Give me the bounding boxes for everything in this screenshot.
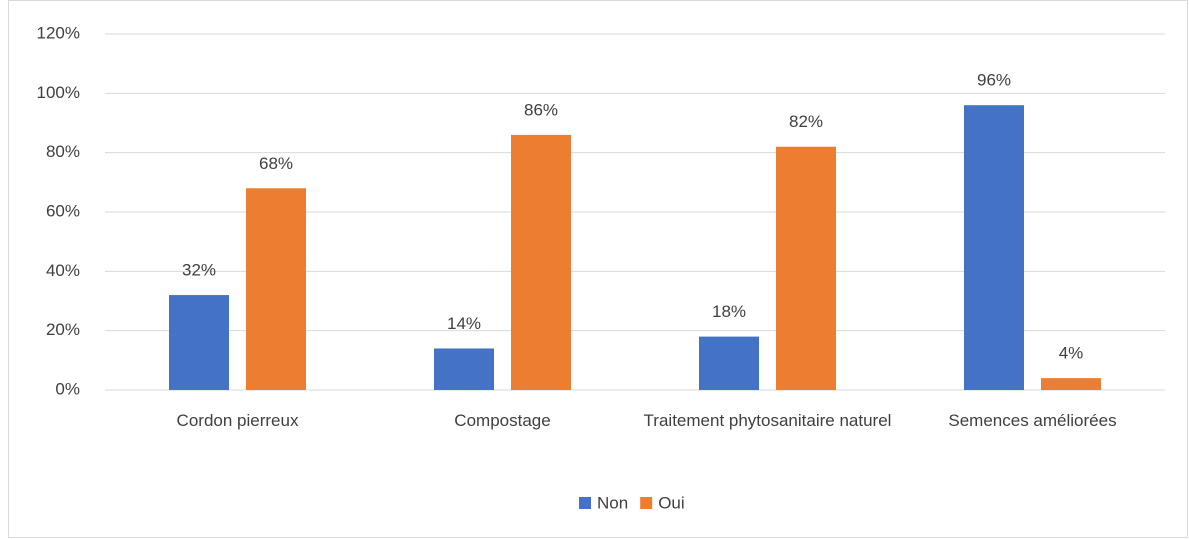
value-label: 4% [1059, 344, 1084, 363]
value-label: 32% [182, 261, 216, 280]
legend-label: Non [597, 493, 628, 512]
y-tick-label: 60% [46, 201, 80, 220]
value-label: 14% [447, 314, 481, 333]
legend-swatch [640, 497, 653, 509]
bar [1041, 378, 1101, 390]
bar [964, 105, 1024, 390]
y-tick-label: 100% [37, 83, 80, 102]
y-tick-label: 80% [46, 142, 80, 161]
x-tick-label: Compostage [454, 411, 551, 430]
legend-label: Oui [658, 493, 684, 512]
value-label: 68% [259, 154, 293, 173]
x-tick-label: Cordon pierreux [176, 411, 299, 430]
x-tick-label: Semences améliorées [948, 411, 1117, 430]
legend-swatch [579, 497, 591, 509]
value-label: 86% [524, 100, 558, 119]
bar [511, 134, 571, 390]
value-label: 18% [712, 302, 746, 321]
bar [169, 295, 229, 390]
bar [434, 348, 494, 390]
x-tick-label: Traitement phytosanitaire naturel [643, 411, 892, 430]
value-label: 96% [977, 71, 1011, 90]
y-tick-label: 0% [55, 379, 80, 398]
value-label: 82% [789, 112, 823, 131]
bar [776, 146, 836, 390]
bar [699, 336, 759, 390]
bar [246, 188, 306, 390]
y-tick-label: 120% [37, 23, 80, 42]
y-tick-label: 40% [46, 261, 80, 280]
y-tick-label: 20% [46, 320, 80, 339]
chart-border [8, 0, 1188, 538]
